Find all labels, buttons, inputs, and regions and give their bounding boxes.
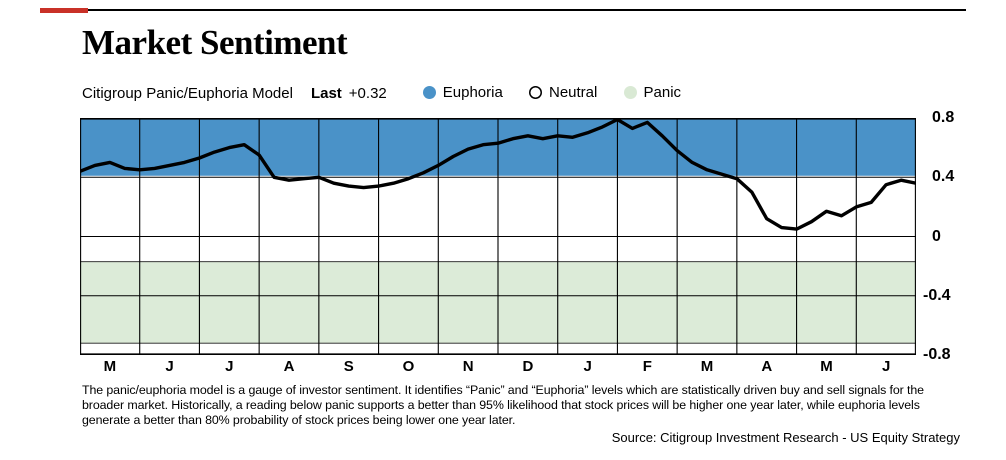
month-label: A (761, 358, 773, 375)
month-label: M (820, 358, 833, 375)
y-tick-label: -0.4 (923, 286, 951, 304)
legend-label-neutral: Neutral (548, 84, 598, 101)
y-tick-label: 0.4 (932, 168, 955, 186)
month-label: S (343, 358, 354, 375)
legend-item-panic: Panic (623, 84, 682, 101)
y-axis-labels: 0.8 0.4 0 -0.4 -0.8 (923, 110, 978, 363)
sentiment-line (80, 118, 916, 231)
y-tick-label: 0.8 (932, 109, 955, 126)
chart-header: Citigroup Panic/Euphoria Model Last +0.3… (82, 84, 681, 103)
page-title: Market Sentiment (82, 23, 348, 62)
footnote: The panic/euphoria model is a gauge of i… (82, 383, 924, 428)
red-accent (40, 8, 88, 13)
top-rule (40, 8, 966, 14)
month-label: O (402, 358, 415, 375)
y-tick-label: -0.8 (923, 346, 951, 363)
model-label: Citigroup Panic/Euphoria Model (82, 85, 293, 102)
month-label: J (583, 358, 592, 375)
month-label: J (225, 358, 234, 375)
month-label: N (462, 358, 474, 375)
month-label: A (283, 358, 295, 375)
sentiment-chart (80, 118, 916, 355)
month-label: D (522, 358, 534, 375)
last-value: +0.32 (348, 85, 387, 102)
legend-item-euphoria: Euphoria (422, 84, 503, 101)
neutral-dot-icon (528, 86, 542, 99)
euphoria-dot-icon (422, 86, 436, 99)
chart-plot (80, 118, 916, 355)
top-rule-line (40, 9, 966, 11)
legend-label-panic: Panic (643, 84, 682, 101)
source-line: Source: Citigroup Investment Research - … (611, 430, 960, 445)
month-label: J (882, 358, 891, 375)
legend: Euphoria Neutral Panic (401, 84, 681, 103)
legend-label-euphoria: Euphoria (442, 84, 503, 101)
month-label: F (642, 358, 652, 375)
legend-item-neutral: Neutral (528, 84, 598, 101)
month-label: J (165, 358, 174, 375)
month-label: M (103, 358, 117, 375)
last-label: Last (310, 85, 342, 102)
y-tick-label: 0 (932, 227, 941, 245)
panic-dot-icon (623, 86, 637, 99)
month-label: M (700, 358, 714, 375)
